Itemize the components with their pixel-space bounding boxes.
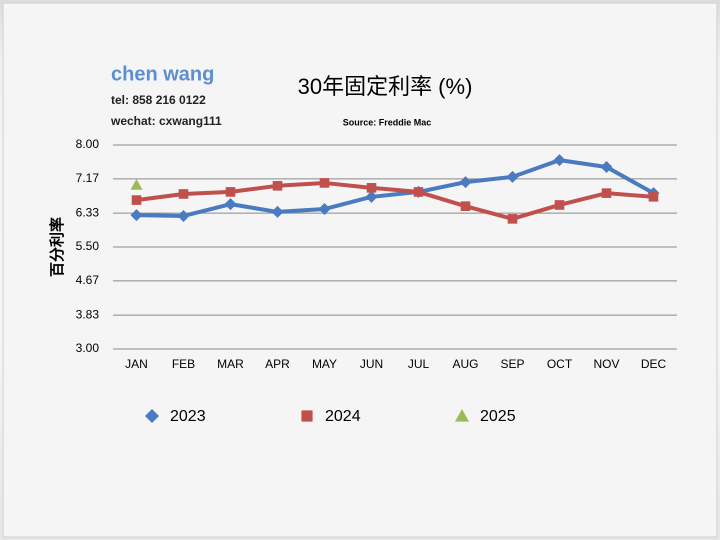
x-tick-label: JAN (125, 357, 148, 371)
point-marker (600, 161, 613, 174)
point-marker (459, 176, 472, 189)
y-tick-label: 4.67 (76, 273, 100, 287)
point-marker (224, 198, 237, 211)
brand-name: chen wang (111, 63, 214, 85)
y-tick-label: 3.00 (76, 341, 100, 355)
y-tick-label: 3.83 (76, 307, 100, 321)
x-tick-label: JUL (408, 357, 430, 371)
x-tick-label: MAR (217, 357, 244, 371)
y-tick-label: 8.00 (76, 137, 100, 151)
x-tick-label: OCT (547, 357, 573, 371)
point-marker (506, 170, 519, 183)
point-marker (648, 192, 659, 202)
brand-wechat: wechat: cxwang111 (110, 114, 222, 128)
legend-label: 2025 (480, 408, 516, 425)
point-marker (130, 209, 143, 222)
point-marker (225, 187, 236, 197)
point-marker (145, 409, 159, 423)
point-marker (366, 183, 377, 193)
series-line (136, 180, 654, 221)
x-tick-label: DEC (641, 357, 667, 371)
point-marker (131, 195, 142, 205)
brand-tel: tel: 858 216 0122 (111, 93, 206, 107)
legend-label: 2023 (170, 408, 206, 425)
point-marker (455, 409, 469, 422)
point-marker (318, 203, 331, 216)
x-tick-label: NOV (593, 357, 619, 371)
point-marker (554, 200, 565, 210)
x-tick-label: AUG (452, 357, 478, 371)
y-tick-label: 6.33 (76, 205, 100, 219)
point-marker (553, 154, 566, 167)
series-line (136, 158, 655, 218)
legend-label: 2024 (325, 408, 361, 425)
point-marker (460, 201, 471, 211)
x-tick-label: APR (265, 357, 290, 371)
y-axis-label: 百分利率 (48, 217, 66, 277)
chart-subtitle: Source: Freddie Mac (343, 117, 432, 127)
x-tick-label: MAY (312, 357, 337, 371)
x-tick-label: FEB (172, 357, 195, 371)
point-marker (365, 190, 378, 203)
x-tick-label: JUN (360, 357, 383, 371)
point-marker (272, 181, 283, 191)
point-marker (178, 189, 189, 199)
chart-title: 30年固定利率 (%) (298, 74, 473, 99)
y-tick-label: 7.17 (76, 171, 100, 185)
point-marker (319, 178, 330, 188)
point-marker (413, 187, 424, 197)
point-marker (507, 214, 518, 224)
point-marker (601, 188, 612, 198)
x-tick-label: SEP (500, 357, 524, 371)
point-marker (301, 410, 313, 422)
point-marker (271, 205, 284, 218)
point-marker (177, 209, 190, 222)
y-tick-label: 5.50 (76, 239, 100, 253)
point-marker (130, 178, 143, 190)
